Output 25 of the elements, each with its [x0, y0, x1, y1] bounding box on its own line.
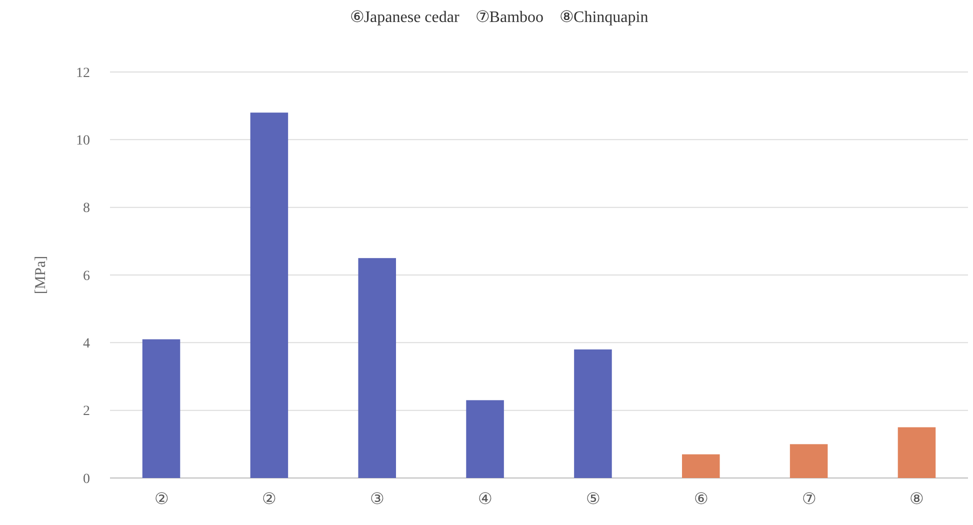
y-tick-label: 0 — [83, 472, 90, 487]
bar — [250, 112, 288, 478]
chart-title: ⑥Japanese cedar ⑦Bamboo ⑧Chinquapin — [350, 9, 648, 26]
x-tick-label: ⑧ — [910, 491, 924, 508]
x-tick-label: ③ — [370, 491, 384, 508]
x-tick-label: ② — [154, 491, 168, 508]
y-tick-label: 12 — [76, 66, 90, 81]
bar — [142, 339, 180, 478]
y-axis-title: [MPa] — [33, 256, 49, 294]
bar — [358, 258, 396, 478]
y-tick-label: 2 — [83, 404, 90, 420]
bar — [790, 444, 828, 478]
x-tick-label: ⑥ — [694, 491, 708, 508]
x-tick-label: ② — [262, 491, 276, 508]
y-tick-label: 6 — [83, 268, 90, 284]
bar — [574, 349, 612, 478]
x-tick-label: ⑦ — [802, 491, 816, 508]
bar — [898, 427, 936, 478]
bar — [682, 454, 720, 478]
y-tick-label: 10 — [76, 134, 90, 149]
bar — [466, 400, 504, 478]
y-tick-label: 4 — [83, 336, 90, 352]
x-tick-label: ⑤ — [586, 491, 600, 508]
x-tick-label: ④ — [478, 491, 492, 508]
y-tick-label: 8 — [83, 201, 90, 216]
